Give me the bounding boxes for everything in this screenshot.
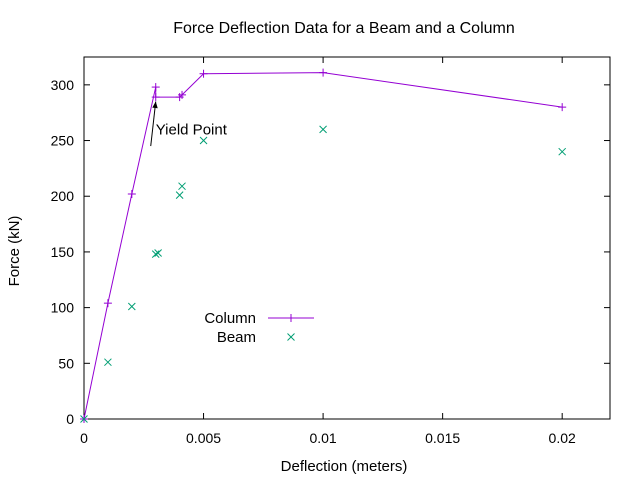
y-tick-label: 250 [51,133,75,149]
column-series [80,68,567,423]
legend-label-beam: Beam [217,329,256,346]
beam-point [80,415,88,423]
legend-marker-beam [287,333,295,341]
y-tick-label: 200 [51,188,75,204]
plot-area-border [83,56,611,420]
beam-point [154,249,162,257]
x-axis-label: Deflection (meters) [281,458,408,475]
beam-point [319,125,327,134]
column-point [558,103,567,112]
annotation-layer: Yield Point [150,101,228,147]
y-tick-label: 0 [66,411,74,427]
axis-ticks: 0 0.005 0.01 0.015 0.02 0 50 100 150 200 250 300 [51,57,610,446]
beam-point [558,147,567,156]
legend-marker-column [287,314,295,322]
column-point [199,69,208,78]
y-axis-label: Force (kN) [6,216,23,287]
legend: Column Beam [204,310,314,346]
chart-title: Force Deflection Data for a Beam and a C… [173,20,515,37]
beam-point [175,191,184,199]
column-point [127,190,136,199]
yield-point-annotation: Yield Point [156,122,228,139]
column-point [319,68,328,77]
y-tick-label: 150 [51,244,75,260]
y-tick-label: 50 [58,355,74,371]
beam-point [199,136,208,145]
x-tick-label: 0.01 [309,430,336,446]
column-point [103,299,112,308]
series-layer [80,68,567,423]
annotation-arrow [150,101,157,147]
column-point [151,83,160,92]
beam-point [127,302,136,311]
column-series-line [83,72,563,420]
beam-point [104,358,112,367]
x-tick-label: 0 [80,430,88,446]
y-tick-label: 300 [51,77,75,93]
column-point [178,90,187,99]
x-tick-label: 0.015 [425,430,460,446]
x-tick-label: 0.005 [186,430,221,446]
beam-series [80,125,567,423]
column-point [151,93,160,102]
annotation-arrowhead [152,101,158,109]
legend-label-column: Column [204,310,256,327]
x-tick-label: 0.02 [549,430,576,446]
beam-point [151,250,160,259]
beam-point [178,182,186,191]
y-tick-label: 100 [51,300,75,316]
